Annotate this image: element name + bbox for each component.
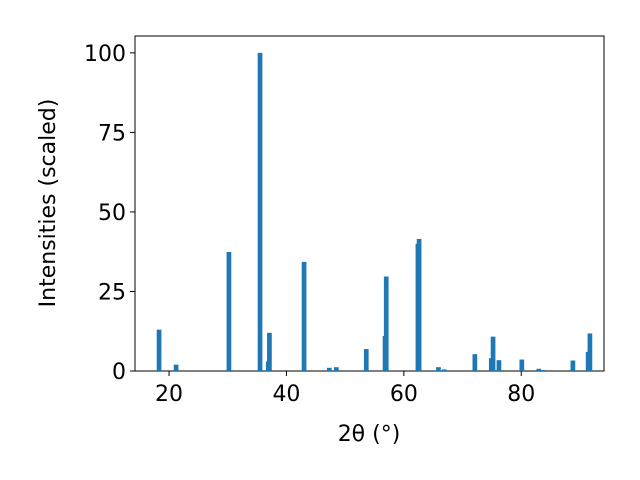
x-tick-label: 60	[390, 382, 418, 407]
bar	[519, 359, 525, 371]
bar	[490, 336, 496, 371]
bar	[383, 276, 389, 371]
x-tick-label: 40	[272, 382, 300, 407]
bar	[416, 238, 422, 371]
bar	[587, 333, 593, 371]
bar	[326, 367, 332, 371]
y-tick-label: 25	[98, 280, 126, 305]
bar	[156, 329, 162, 371]
y-tick-label: 50	[98, 201, 126, 226]
bar	[570, 360, 576, 371]
bar	[441, 369, 447, 371]
bar	[333, 367, 339, 371]
bar	[363, 349, 369, 371]
bar	[496, 360, 502, 371]
bar	[436, 367, 441, 371]
y-axis-label: Intensities (scaled)	[36, 99, 61, 308]
x-tick-label: 80	[507, 382, 535, 407]
bar	[257, 52, 263, 371]
bar	[267, 332, 272, 371]
y-tick-label: 100	[84, 42, 126, 67]
y-tick-label: 75	[98, 121, 126, 146]
bar	[541, 370, 546, 371]
plot-frame	[134, 35, 605, 372]
y-tick-label: 0	[112, 360, 126, 385]
bar	[173, 364, 179, 371]
x-tick-label: 20	[155, 382, 183, 407]
bar	[301, 261, 307, 371]
bar	[226, 252, 232, 371]
bar	[536, 368, 542, 371]
x-axis-label: 2θ (°)	[338, 422, 401, 447]
bar	[472, 354, 478, 371]
